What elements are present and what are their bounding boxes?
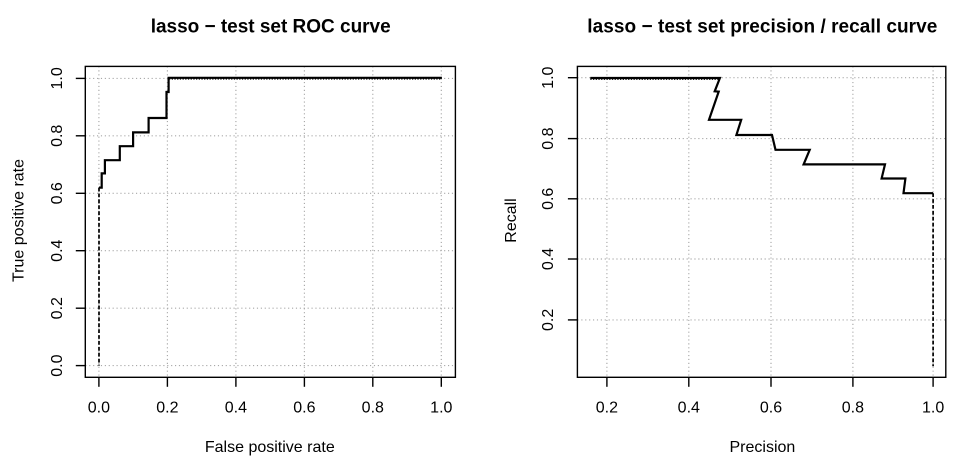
svg-text:0.4: 0.4 [49, 239, 66, 261]
svg-text:0.6: 0.6 [540, 188, 557, 210]
svg-text:0.8: 0.8 [842, 400, 864, 417]
svg-text:0.8: 0.8 [49, 125, 66, 147]
svg-text:0.0: 0.0 [49, 354, 66, 376]
svg-text:0.2: 0.2 [156, 400, 178, 417]
svg-text:0.8: 0.8 [540, 127, 557, 149]
svg-text:0.0: 0.0 [88, 400, 110, 417]
svg-text:0.4: 0.4 [540, 248, 557, 270]
svg-text:Precision: Precision [729, 439, 795, 456]
svg-text:0.4: 0.4 [225, 400, 247, 417]
svg-text:0.6: 0.6 [293, 400, 315, 417]
svg-text:1.0: 1.0 [922, 400, 944, 417]
svg-text:0.2: 0.2 [540, 309, 557, 331]
svg-text:0.8: 0.8 [362, 400, 384, 417]
svg-text:0.4: 0.4 [678, 400, 700, 417]
svg-text:Recall: Recall [503, 198, 520, 242]
svg-text:1.0: 1.0 [49, 67, 66, 89]
svg-text:False positive rate: False positive rate [205, 439, 335, 456]
svg-text:1.0: 1.0 [430, 400, 452, 417]
svg-text:0.6: 0.6 [49, 182, 66, 204]
svg-text:0.2: 0.2 [49, 297, 66, 319]
svg-text:0.6: 0.6 [760, 400, 782, 417]
svg-text:lasso − test set precision / r: lasso − test set precision / recall curv… [587, 17, 937, 38]
svg-text:1.0: 1.0 [540, 66, 557, 88]
svg-text:0.2: 0.2 [596, 400, 618, 417]
svg-text:True positive rate: True positive rate [11, 159, 28, 282]
svg-text:lasso − test set ROC curve: lasso − test set ROC curve [151, 17, 391, 38]
